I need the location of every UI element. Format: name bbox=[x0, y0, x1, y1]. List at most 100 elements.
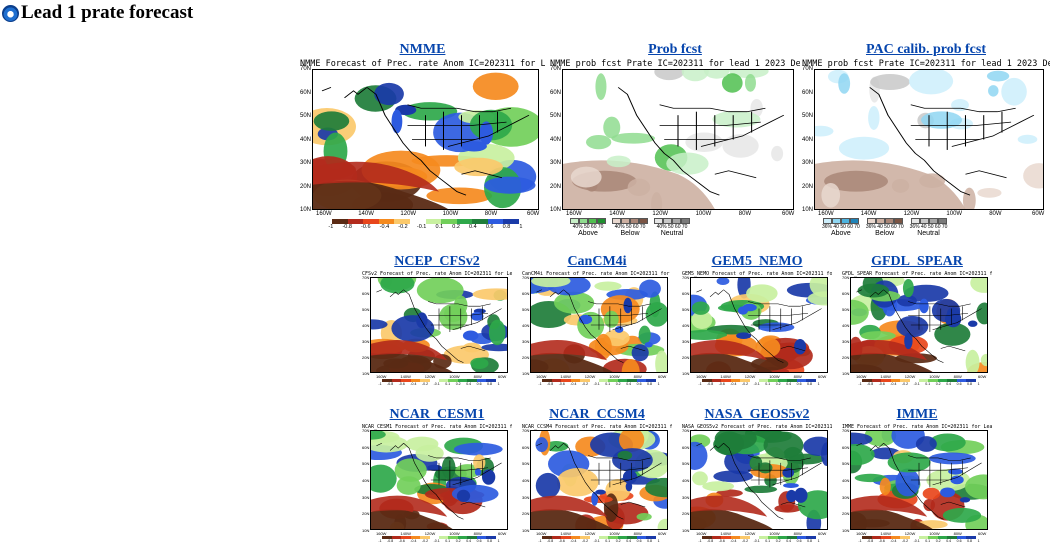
colorbar-label: -0.2 bbox=[422, 382, 429, 386]
colorbar-swatch bbox=[711, 379, 722, 382]
lon-tick-label: 80W bbox=[989, 211, 1002, 217]
forecast-image[interactable]: NMME prob fcst Prate IC=202311 for lead … bbox=[802, 59, 1050, 242]
forecast-image[interactable]: NMME Forecast of Prec. rate Anom IC=2023… bbox=[300, 59, 545, 242]
panel-ccsm4: NCAR_CCSM4 NCAR_CCSM4 Forecast of Prec. r… bbox=[522, 407, 672, 546]
colorbar bbox=[332, 219, 519, 224]
colorbar-swatch bbox=[796, 536, 807, 539]
forecast-image[interactable]: CanCM4i Forecast of Prec. rate Anom IC=2… bbox=[522, 271, 672, 389]
lon-tick-label: 60W bbox=[658, 531, 667, 536]
colorbar-swatch bbox=[730, 379, 741, 382]
colorbar-label: 0.6 bbox=[796, 539, 802, 543]
panel-link-gem5[interactable]: GEM5_NEMO bbox=[711, 254, 803, 269]
lon-tick-label: 160W bbox=[696, 374, 707, 379]
colorbar bbox=[702, 536, 816, 539]
colorbar-label: -0.6 bbox=[718, 539, 725, 543]
panel-link-cesm1[interactable]: NCAR_CESM1 bbox=[389, 407, 485, 422]
lat-tick-label: 50N bbox=[522, 307, 530, 312]
colorbar-label: -1 bbox=[378, 382, 382, 386]
colorbar-swatch bbox=[580, 536, 590, 539]
map-title: NCAR_CESM1 Forecast of Prec. rate Anom I… bbox=[362, 424, 512, 430]
panel-link-cfsv2[interactable]: NCEP_CFSv2 bbox=[394, 254, 480, 269]
lat-tick-label: 40N bbox=[522, 323, 530, 328]
colorbar-swatch bbox=[871, 379, 882, 382]
panel-link-spear[interactable]: GFDL_SPEAR bbox=[871, 254, 963, 269]
colorbar-swatch bbox=[617, 536, 628, 539]
colorbar-label: 0.8 bbox=[807, 539, 812, 543]
lon-tick-label: 120W bbox=[584, 374, 596, 379]
map-title: NMME Forecast of Prec. rate Anom IC=2023… bbox=[300, 59, 545, 69]
lon-tick-label: 160W bbox=[316, 211, 332, 217]
forecast-image[interactable]: CFSv2 Forecast of Prec. rate Anom IC=202… bbox=[362, 271, 512, 389]
colorbar-label: -0.2 bbox=[742, 382, 749, 386]
lat-tick-label: 60N bbox=[362, 444, 370, 450]
lon-tick-label: 140W bbox=[400, 531, 411, 536]
panel-link-nmme[interactable]: NMME bbox=[399, 42, 446, 57]
colorbar-swatch bbox=[472, 219, 488, 224]
map-graphic bbox=[371, 431, 507, 529]
colorbar-label: -0.4 bbox=[410, 382, 417, 386]
colorbar-swatch bbox=[391, 536, 402, 539]
colorbar-swatch bbox=[382, 536, 392, 539]
legend-swatch bbox=[831, 218, 841, 224]
panel-link-imme[interactable]: IMME bbox=[896, 407, 938, 422]
legend-swatch bbox=[621, 218, 630, 224]
lon-tick-label: 120W bbox=[744, 531, 756, 536]
colorbar-label: -0.1 bbox=[913, 382, 920, 386]
panel-link-geos[interactable]: NASA_GEOS5v2 bbox=[704, 407, 810, 422]
panel-link-ccsm4[interactable]: NCAR_CCSM4 bbox=[549, 407, 645, 422]
colorbar-label: 0.4 bbox=[626, 539, 632, 543]
legend-swatch bbox=[919, 218, 929, 224]
page-header: Lead 1 prate forecast bbox=[0, 0, 193, 26]
forecast-image[interactable]: GEM5_NEMO Forecast of Prec. rate Anom IC… bbox=[682, 271, 832, 389]
colorbar-label: -1 bbox=[378, 539, 382, 543]
panel-prob: Prob fcst NMME prob fcst Prate IC=202311 … bbox=[550, 42, 800, 242]
colorbar-label: -0.2 bbox=[398, 224, 408, 230]
lon-tick-label: 100W bbox=[929, 374, 940, 379]
noaa-logo-icon bbox=[2, 4, 19, 22]
lat-tick-label: 10N bbox=[362, 528, 370, 533]
colorbar-label: 0.6 bbox=[956, 539, 962, 543]
lat-tick-label: 50N bbox=[522, 461, 530, 467]
colorbar-label: -0.1 bbox=[753, 382, 760, 386]
panel-link-prob[interactable]: Prob fcst bbox=[648, 42, 702, 57]
forecast-image[interactable]: GFDL_SPEAR Forecast of Prec. rate Anom I… bbox=[842, 271, 992, 389]
forecast-image[interactable]: NCAR_CESM1 Forecast of Prec. rate Anom I… bbox=[362, 424, 512, 546]
colorbar-swatch bbox=[796, 379, 807, 382]
colorbar-swatch bbox=[909, 536, 920, 539]
lat-tick-label: 60N bbox=[842, 291, 850, 296]
lon-tick-label: 140W bbox=[880, 374, 891, 379]
map-plot bbox=[814, 69, 1044, 210]
colorbar-swatch bbox=[740, 536, 750, 539]
colorbar-label: 0.6 bbox=[636, 382, 642, 386]
colorbar-label: -0.4 bbox=[379, 224, 390, 230]
lon-tick-label: 160W bbox=[856, 531, 867, 536]
colorbar-swatch bbox=[441, 219, 457, 224]
legend-swatches bbox=[910, 218, 947, 224]
legend-swatch bbox=[849, 218, 859, 224]
forecast-image[interactable]: NMME prob fcst Prate IC=202311 for lead … bbox=[550, 59, 800, 242]
lon-tick-label: 120W bbox=[904, 531, 916, 536]
forecast-image[interactable]: NASA_GEOS5v2 Forecast of Prec. rate Anom… bbox=[682, 424, 832, 546]
colorbar-label: -0.2 bbox=[582, 382, 589, 386]
panel-imme: IMME IMME Forecast of Prec. rate Anom IC=… bbox=[842, 407, 992, 546]
legend-swatch bbox=[822, 218, 832, 224]
lon-tick-label: 80W bbox=[953, 531, 962, 536]
colorbar-label: -0.6 bbox=[878, 382, 885, 386]
panel-geos: NASA_GEOS5v2 NASA_GEOS5v2 Forecast of Pre… bbox=[682, 407, 832, 546]
map-plot bbox=[562, 69, 794, 210]
forecast-image[interactable]: IMME Forecast of Prec. rate Anom IC=2023… bbox=[842, 424, 992, 546]
lon-tick-label: 120W bbox=[400, 211, 417, 217]
colorbar-swatch bbox=[759, 379, 769, 382]
lat-tick-label: 60N bbox=[362, 291, 370, 296]
lat-tick-label: 20N bbox=[682, 355, 690, 360]
lat-tick-label: 20N bbox=[682, 511, 690, 517]
colorbar-swatch bbox=[410, 219, 426, 224]
colorbar-label: -0.1 bbox=[753, 539, 760, 543]
colorbar-swatch bbox=[806, 536, 816, 539]
colorbar-swatch bbox=[881, 379, 891, 382]
colorbar-label: 0.6 bbox=[476, 382, 482, 386]
panel-link-pac[interactable]: PAC calib. prob fcst bbox=[865, 42, 987, 57]
colorbar-label: -0.8 bbox=[547, 539, 554, 543]
panel-link-cancm4i[interactable]: CanCM4i bbox=[567, 254, 627, 269]
forecast-image[interactable]: NCAR_CCSM4 Forecast of Prec. rate Anom I… bbox=[522, 424, 672, 546]
